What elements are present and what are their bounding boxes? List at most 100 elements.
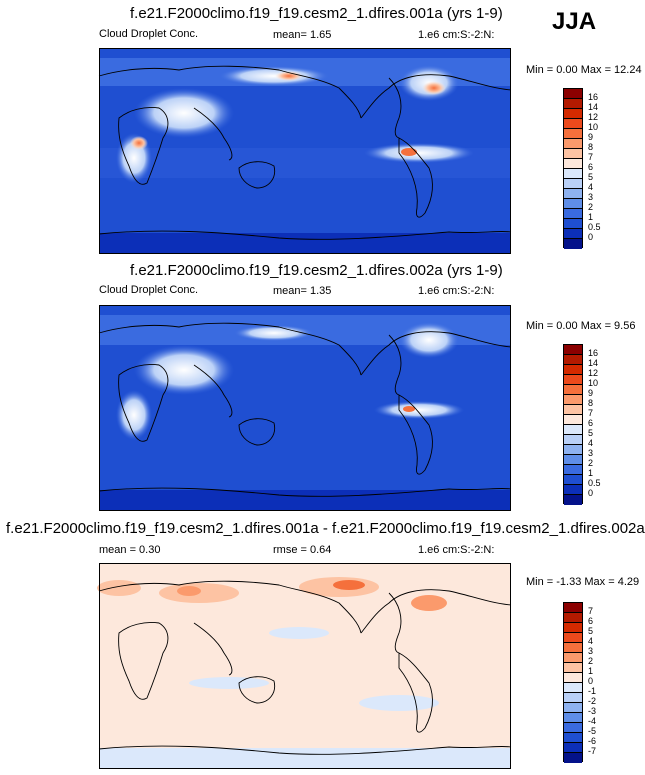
colorbar-swatch bbox=[564, 405, 582, 415]
colorbar-swatch bbox=[564, 345, 582, 355]
coolspot bbox=[359, 695, 439, 711]
colorbar-swatch bbox=[564, 365, 582, 375]
colorbar-swatch bbox=[564, 219, 582, 229]
hotspot bbox=[234, 325, 314, 341]
colorbar-swatch bbox=[564, 733, 582, 743]
colorbar-tick-label: -6 bbox=[588, 736, 597, 746]
colorbar-swatch bbox=[564, 415, 582, 425]
colorbar-tick-label: 3 bbox=[588, 646, 594, 656]
hotspot bbox=[116, 390, 152, 440]
panel-title: f.e21.F2000climo.f19_f19.cesm2_1.dfires.… bbox=[130, 262, 503, 279]
colorbar-swatch bbox=[564, 683, 582, 693]
colorbar-tick-label: 12 bbox=[588, 368, 599, 378]
colorbar-tick-label: 5 bbox=[588, 428, 594, 438]
colorbar-swatch bbox=[564, 425, 582, 435]
colorbar-tick-label: -3 bbox=[588, 706, 597, 716]
colorbar-swatch bbox=[564, 743, 582, 753]
mean-label: mean = 0.30 bbox=[99, 544, 161, 556]
colorbar-tick-label: 14 bbox=[588, 358, 599, 368]
hotspot bbox=[134, 88, 234, 138]
colorbar bbox=[563, 602, 583, 763]
colorbar-swatch bbox=[564, 169, 582, 179]
colorbar-tick-label: 9 bbox=[588, 388, 594, 398]
colorbar-tick-label: 7 bbox=[588, 152, 594, 162]
colorbar-swatch bbox=[564, 159, 582, 169]
colorbar-swatch bbox=[564, 189, 582, 199]
panel-title: f.e21.F2000climo.f19_f19.cesm2_1.dfires.… bbox=[6, 520, 645, 537]
colorbar-tick-label: 6 bbox=[588, 418, 594, 428]
hotspot bbox=[134, 345, 234, 395]
colorbar-swatch bbox=[564, 653, 582, 663]
colorbar-tick-label: 6 bbox=[588, 162, 594, 172]
colorbar-tick-label: 1 bbox=[588, 212, 594, 222]
coastline bbox=[98, 745, 512, 755]
hotspot bbox=[403, 406, 415, 412]
coastline bbox=[98, 65, 512, 119]
colorbar-tick-label: -2 bbox=[588, 696, 597, 706]
colorbar-swatch bbox=[564, 385, 582, 395]
coastline bbox=[238, 676, 276, 704]
colorbar-tick-label: 0 bbox=[588, 488, 594, 498]
colorbar-tick-label: 9 bbox=[588, 132, 594, 142]
coastline bbox=[98, 580, 512, 634]
min-max-label: Min = 0.00 Max = 9.56 bbox=[526, 320, 636, 332]
season-label: JJA bbox=[552, 8, 597, 35]
colorbar-tick-label: 2 bbox=[588, 458, 594, 468]
hotspot bbox=[401, 148, 417, 156]
colorbar-tick-label: 0.5 bbox=[588, 222, 601, 232]
hotspot bbox=[364, 143, 474, 163]
coastline bbox=[238, 161, 276, 189]
colorbar-swatch bbox=[564, 495, 582, 505]
colorbar-labels: 16 14 12 10 9 8 7 6 5 4 3 2 1 0.5 0 bbox=[588, 344, 628, 504]
colorbar-tick-label: 10 bbox=[588, 122, 599, 132]
colorbar-tick-label: 6 bbox=[588, 616, 594, 626]
colorbar-swatch bbox=[564, 713, 582, 723]
colorbar-tick-label: -1 bbox=[588, 686, 597, 696]
colorbar-tick-label: 7 bbox=[588, 408, 594, 418]
colorbar-tick-label: 12 bbox=[588, 112, 599, 122]
colorbar-labels: 16 14 12 10 9 8 7 6 5 4 3 2 1 0.5 0 bbox=[588, 88, 628, 248]
colorbar-tick-label: 2 bbox=[588, 656, 594, 666]
coastline bbox=[98, 487, 512, 497]
colorbar-swatch bbox=[564, 703, 582, 713]
colorbar-swatch bbox=[564, 613, 582, 623]
hotspot bbox=[219, 66, 329, 86]
colorbar-swatch bbox=[564, 673, 582, 683]
colorbar-swatch bbox=[564, 99, 582, 109]
colorbar-tick-label: 3 bbox=[588, 192, 594, 202]
colorbar-swatch bbox=[564, 475, 582, 485]
colorbar-swatch bbox=[564, 445, 582, 455]
colorbar-swatch bbox=[564, 119, 582, 129]
colorbar-tick-label: 3 bbox=[588, 448, 594, 458]
variable-label: Cloud Droplet Conc. bbox=[99, 284, 199, 296]
colorbar-swatch bbox=[564, 465, 582, 475]
colorbar-tick-label: 4 bbox=[588, 636, 594, 646]
hotspot bbox=[97, 580, 141, 596]
colorbar-tick-label: 0.5 bbox=[588, 478, 601, 488]
colorbar-tick-label: -5 bbox=[588, 726, 597, 736]
colorbar-tick-label: 0 bbox=[588, 232, 594, 242]
min-max-label: Min = -1.33 Max = 4.29 bbox=[526, 576, 640, 588]
colorbar-swatch bbox=[564, 723, 582, 733]
colorbar-tick-label: 4 bbox=[588, 438, 594, 448]
coastline bbox=[118, 622, 169, 700]
hotspot bbox=[130, 136, 148, 150]
coastline bbox=[193, 622, 233, 676]
colorbar-swatch bbox=[564, 603, 582, 613]
colorbar-tick-label: 2 bbox=[588, 202, 594, 212]
colorbar-swatch bbox=[564, 633, 582, 643]
map-plot bbox=[98, 305, 512, 511]
colorbar-tick-label: -4 bbox=[588, 716, 597, 726]
colorbar-tick-label: 0 bbox=[588, 676, 594, 686]
colorbar-swatch bbox=[564, 199, 582, 209]
coastline bbox=[193, 364, 233, 418]
colorbar-swatch bbox=[564, 485, 582, 495]
colorbar-swatch bbox=[564, 109, 582, 119]
coastline bbox=[193, 107, 233, 161]
units-label: 1.e6 cm:S:-2:N: bbox=[418, 544, 495, 556]
colorbar-swatch bbox=[564, 229, 582, 239]
colorbar-tick-label: 4 bbox=[588, 182, 594, 192]
colorbar-tick-label: 16 bbox=[588, 348, 599, 358]
variable-label: Cloud Droplet Conc. bbox=[99, 28, 199, 40]
hotspot bbox=[411, 595, 447, 611]
